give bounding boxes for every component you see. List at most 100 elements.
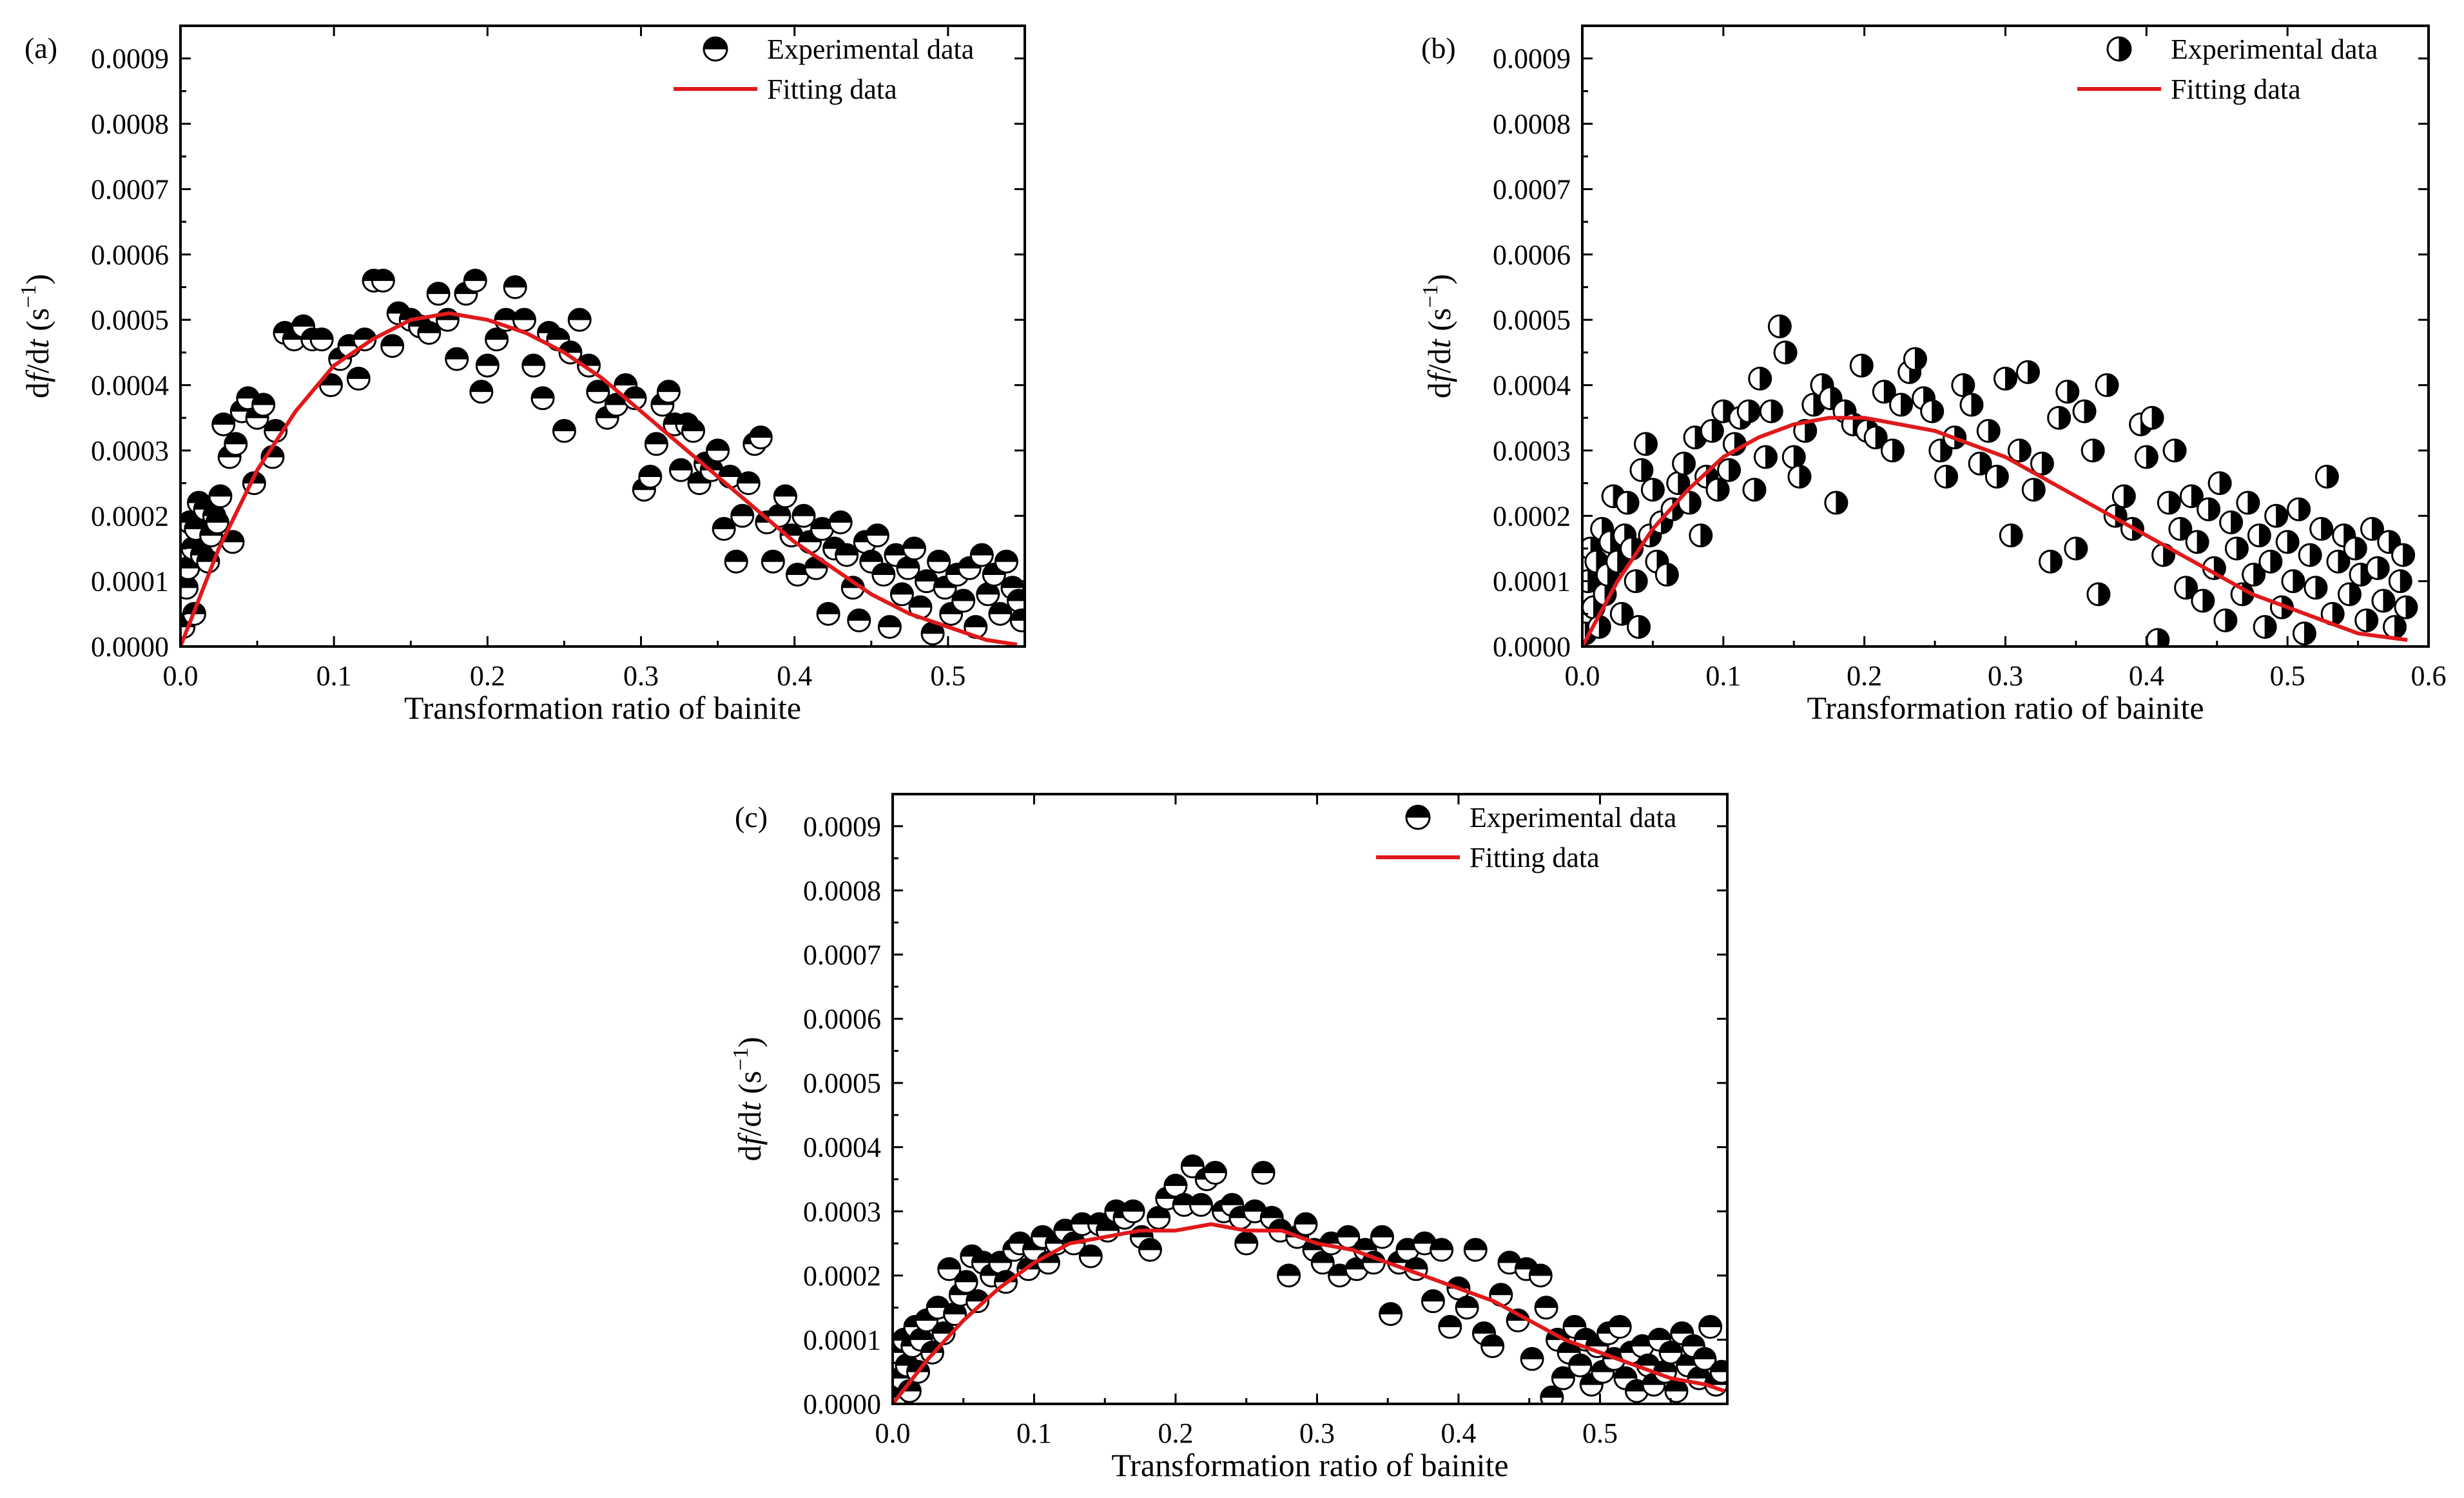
marker-fill bbox=[1699, 1316, 1722, 1328]
data-point bbox=[1824, 491, 1848, 515]
data-point bbox=[2064, 536, 2088, 561]
data-point bbox=[1664, 1379, 1689, 1403]
data-point bbox=[964, 615, 988, 639]
y-axis-label-slash: /d bbox=[732, 1111, 768, 1136]
data-point bbox=[503, 275, 527, 299]
data-point bbox=[2388, 569, 2412, 594]
data-point bbox=[2191, 588, 2215, 613]
data-point bbox=[1920, 399, 1945, 423]
data-point bbox=[380, 334, 405, 358]
data-point bbox=[1781, 445, 1806, 469]
y-axis-label-close: ) bbox=[19, 274, 55, 285]
marker-fill bbox=[1963, 374, 1975, 397]
data-point bbox=[1934, 464, 1959, 489]
marker-fill bbox=[2146, 445, 2158, 469]
marker-fill bbox=[903, 537, 926, 549]
legend-marker-experimental bbox=[2106, 36, 2132, 62]
marker-fill bbox=[703, 37, 728, 50]
marker-fill bbox=[1598, 616, 1611, 639]
data-point bbox=[2292, 621, 2316, 646]
marker-fill bbox=[2050, 550, 2062, 573]
data-point bbox=[1689, 523, 1713, 548]
marker-fill bbox=[2202, 589, 2215, 612]
data-point bbox=[2304, 576, 2328, 600]
marker-fill bbox=[623, 387, 646, 399]
data-point bbox=[2382, 615, 2407, 639]
x-tick-label: 0.3 bbox=[1988, 660, 2023, 692]
data-point bbox=[224, 432, 248, 456]
marker-fill bbox=[927, 550, 951, 562]
x-tick-label: 0.2 bbox=[470, 660, 505, 692]
y-tick-label: 0.0008 bbox=[803, 875, 881, 906]
marker-fill bbox=[347, 367, 370, 379]
fitting-line bbox=[893, 1222, 1725, 1404]
data-point bbox=[2168, 517, 2193, 541]
marker-fill bbox=[2349, 583, 2361, 606]
y-tick-label: 0.0003 bbox=[1493, 435, 1571, 467]
marker-fill bbox=[503, 275, 527, 287]
marker-fill bbox=[1754, 478, 1766, 501]
marker-fill bbox=[848, 608, 871, 621]
panel-label: (c) bbox=[735, 801, 768, 833]
data-point bbox=[1742, 478, 1767, 502]
marker-fill bbox=[1717, 478, 1729, 501]
data-point bbox=[1627, 615, 1651, 639]
data-point bbox=[2039, 549, 2063, 574]
data-point bbox=[2247, 523, 2271, 548]
marker-fill bbox=[1996, 465, 2008, 488]
data-point bbox=[951, 588, 976, 613]
y-tick-label: 0.0009 bbox=[91, 43, 169, 75]
marker-fill bbox=[2377, 556, 2389, 579]
marker-fill bbox=[2084, 400, 2096, 423]
data-point bbox=[835, 543, 859, 567]
data-point bbox=[211, 412, 236, 436]
y-axis-label-d: d bbox=[19, 382, 55, 398]
marker-fill bbox=[2019, 439, 2031, 462]
y-axis-label-slash: /d bbox=[19, 348, 55, 373]
data-point bbox=[994, 549, 1018, 574]
marker-fill bbox=[2174, 439, 2186, 462]
data-point bbox=[2016, 360, 2041, 384]
y-axis-label-t: t bbox=[19, 338, 55, 348]
marker-fill bbox=[2231, 511, 2243, 534]
marker-fill bbox=[2208, 498, 2220, 521]
marker-fill bbox=[829, 511, 852, 523]
marker-fill bbox=[773, 485, 797, 497]
marker-fill bbox=[1729, 458, 1741, 482]
data-point bbox=[1379, 1302, 1403, 1327]
legend-label-experimental: Experimental data bbox=[767, 34, 974, 65]
x-tick-label: 0.0 bbox=[1565, 660, 1600, 692]
data-point bbox=[1999, 523, 2023, 548]
x-tick-label: 0.2 bbox=[1158, 1417, 1193, 1449]
data-point bbox=[1607, 1315, 1632, 1339]
marker-fill bbox=[2315, 576, 2327, 599]
marker-fill bbox=[568, 308, 591, 320]
marker-fill bbox=[1892, 439, 1904, 462]
marker-fill bbox=[1760, 367, 1772, 390]
legend-label-fitting: Fitting data bbox=[1470, 842, 1600, 873]
marker-fill bbox=[1489, 1283, 1513, 1296]
y-axis-label: df/dt (s−1) bbox=[729, 1036, 768, 1161]
marker-fill bbox=[1799, 465, 1811, 488]
y-tick-label: 0.0000 bbox=[803, 1388, 881, 1420]
marker-fill bbox=[938, 1258, 961, 1270]
marker-fill bbox=[2157, 628, 2169, 647]
marker-fill bbox=[2332, 602, 2344, 625]
marker-fill bbox=[1682, 1334, 1705, 1347]
marker-fill bbox=[1901, 393, 1913, 416]
marker-fill bbox=[1641, 458, 1653, 482]
data-point bbox=[638, 464, 663, 489]
data-point bbox=[1994, 366, 2017, 391]
marker-fill bbox=[2287, 530, 2299, 554]
data-point bbox=[2354, 608, 2379, 632]
data-point bbox=[371, 268, 395, 293]
marker-fill bbox=[2123, 485, 2135, 508]
data-point bbox=[1793, 418, 1818, 443]
marker-fill bbox=[1861, 354, 1873, 377]
data-point bbox=[1787, 464, 1812, 489]
legend: Experimental data Fitting data bbox=[1376, 802, 1676, 873]
marker-fill bbox=[1971, 393, 1983, 416]
data-point bbox=[1078, 1244, 1103, 1269]
data-point bbox=[988, 601, 1013, 626]
